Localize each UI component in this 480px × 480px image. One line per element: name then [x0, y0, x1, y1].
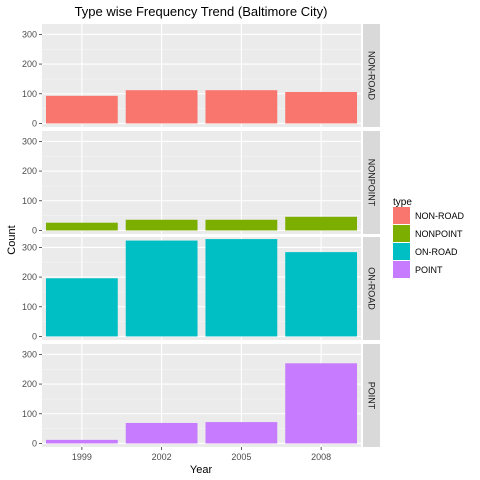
legend-key	[393, 207, 410, 224]
bar	[285, 91, 358, 124]
y-tick-label: 100	[22, 89, 37, 99]
legend-label: ON-ROAD	[415, 247, 458, 257]
bar	[45, 278, 118, 337]
x-tick-label: 1999	[72, 452, 92, 462]
bar	[205, 422, 278, 444]
y-tick-label: 0	[32, 118, 37, 128]
y-tick-label: 200	[22, 59, 37, 69]
bar	[125, 219, 198, 231]
facet-panel: 0 100 200 300 POINT	[22, 344, 380, 448]
y-axis-title: Count	[6, 225, 18, 254]
legend-key	[393, 225, 410, 242]
chart-title: Type wise Frequency Trend (Baltimore Cit…	[75, 4, 328, 19]
bar	[205, 239, 278, 337]
bar	[125, 240, 198, 337]
legend-key	[393, 243, 410, 260]
y-tick-label: 100	[22, 302, 37, 312]
x-tick-label: 2005	[231, 452, 251, 462]
facet-strip	[363, 237, 380, 340]
bar	[45, 222, 118, 231]
bar	[125, 422, 198, 444]
legend-label: NON-ROAD	[415, 211, 464, 221]
facet-strip	[363, 344, 380, 447]
y-tick-label: 300	[22, 136, 37, 146]
legend-label: POINT	[415, 265, 443, 275]
facet-strip-label: NON-ROAD	[367, 51, 377, 100]
facet-panel: 0 100 200 300 NONPOINT	[22, 131, 380, 235]
y-tick-label: 0	[32, 438, 37, 448]
legend-key	[393, 261, 410, 278]
y-tick-label: 300	[22, 242, 37, 252]
legend-label: NONPOINT	[415, 229, 463, 239]
y-tick-label: 100	[22, 196, 37, 206]
bar	[45, 95, 118, 124]
facet-strip-label: ON-ROAD	[367, 267, 377, 310]
x-tick-label: 2002	[152, 452, 172, 462]
y-tick-label: 300	[22, 29, 37, 39]
facet-strip	[363, 24, 380, 127]
facet-strip-label: POINT	[367, 382, 377, 410]
bar	[45, 439, 118, 444]
bar	[205, 90, 278, 124]
x-tick-label: 2008	[311, 452, 331, 462]
bar	[125, 90, 198, 124]
x-axis-title: Year	[190, 464, 213, 476]
facet-panel: 0 100 200 300 ON-ROAD	[22, 237, 380, 341]
legend-title: type	[393, 197, 412, 208]
bar	[205, 219, 278, 231]
bar	[285, 252, 358, 337]
x-axis-ticks: 1999 2002 2005 2008	[72, 447, 331, 462]
bar	[285, 216, 358, 231]
y-tick-label: 0	[32, 225, 37, 235]
facet-panels: 0 100 200 300 NON-ROAD 0 100 200 300 NONPOINT 0 100…	[22, 24, 380, 448]
y-tick-label: 0	[32, 331, 37, 341]
legend: type NON-ROAD NONPOINT ON-ROAD POINT	[393, 197, 464, 278]
y-tick-label: 300	[22, 349, 37, 359]
y-tick-label: 200	[22, 379, 37, 389]
facet-strip	[363, 131, 380, 234]
facet-strip-label: NONPOINT	[367, 159, 377, 207]
y-tick-label: 200	[22, 272, 37, 282]
y-tick-label: 100	[22, 409, 37, 419]
facet-panel: 0 100 200 300 NON-ROAD	[22, 24, 380, 128]
y-tick-label: 200	[22, 166, 37, 176]
bar	[285, 363, 358, 444]
